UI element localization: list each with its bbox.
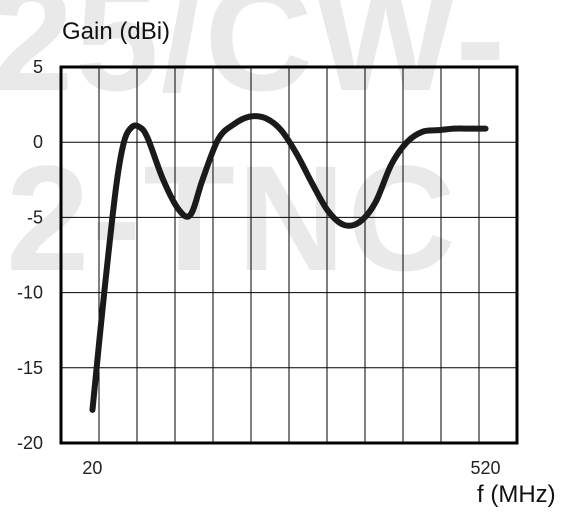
x-tick-label: 520 [471,458,501,478]
gain-curve [89,113,489,413]
watermark-text: 25/CW- [0,0,507,122]
y-tick-label: 5 [33,57,43,77]
y-tick-label: -15 [17,358,43,378]
watermark-layer: 25/CW-2-TNC [0,0,507,302]
x-tick-label: 20 [82,458,102,478]
curve-layer [89,113,489,413]
y-tick-label: -10 [17,283,43,303]
y-tick-label: 0 [33,132,43,152]
y-tick-label: -20 [17,433,43,453]
ticks-layer: 5 0 -5 -10 -15 -20 20 520 [17,57,501,478]
watermark-text: 2-TNC [6,134,458,302]
y-axis-label: Gain (dBi) [62,18,170,45]
x-axis-label: f (MHz) [477,481,556,508]
y-tick-label: -5 [27,207,43,227]
plot-frame [59,65,519,445]
